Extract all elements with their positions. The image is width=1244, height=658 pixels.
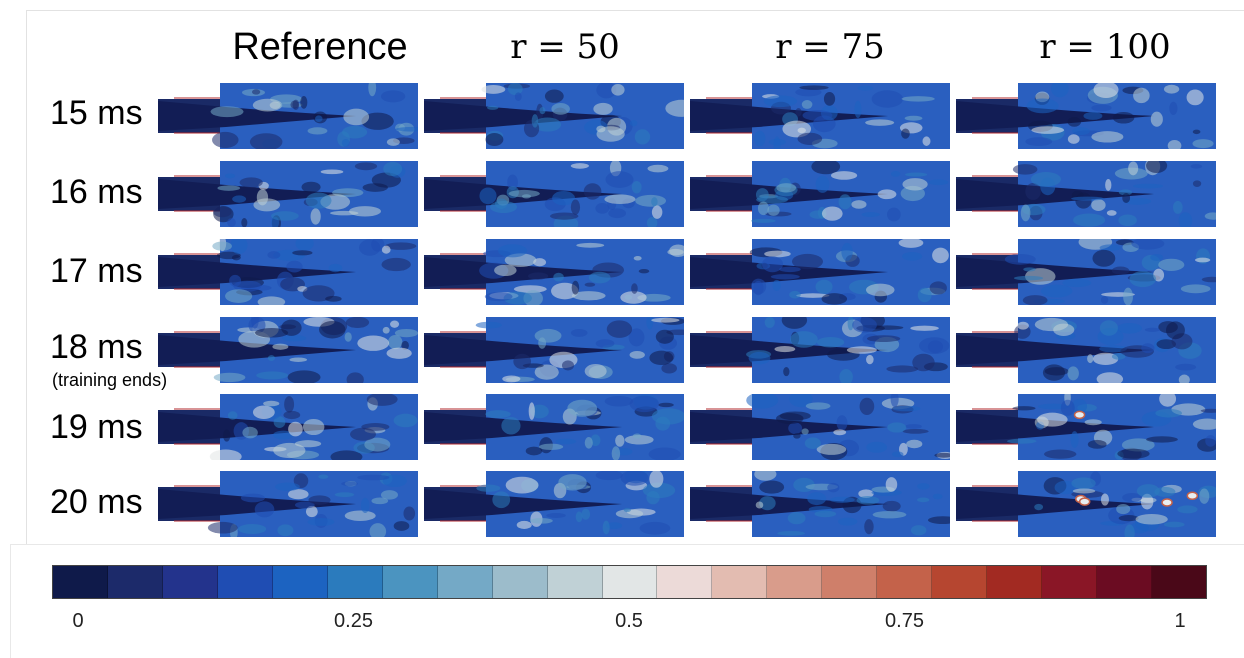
flow-field-panel (688, 471, 950, 537)
flow-field-panel (954, 239, 1216, 305)
flow-field-panel (688, 394, 950, 460)
colorbar-segment (547, 566, 603, 598)
colorbar-segment (932, 566, 988, 598)
flow-field-panel (954, 394, 1216, 460)
figure-frame (26, 10, 1244, 544)
colorbar-tick-label: 0.25 (334, 610, 373, 632)
flow-field-panel (954, 161, 1216, 227)
row-sublabel-training-ends: (training ends) (52, 370, 168, 390)
colorbar-segment (107, 566, 163, 598)
row-label-16ms: 16 ms (50, 173, 143, 211)
flow-field-panel (156, 161, 418, 227)
column-header-reference: Reference (232, 26, 408, 68)
column-header-r75: r = 75 (775, 27, 885, 67)
colorbar-segment (987, 566, 1043, 598)
flow-field-panel (422, 161, 684, 227)
column-header-r50: r = 50 (510, 27, 620, 67)
colorbar-tick-label: 1 (1174, 610, 1186, 632)
colorbar-segment (492, 566, 548, 598)
colorbar-segment (1097, 566, 1153, 598)
flow-field-panel (954, 317, 1216, 383)
colorbar-segment (162, 566, 218, 598)
colorbar-tick-label: 0 (72, 610, 84, 632)
flow-field-panel (422, 317, 684, 383)
flow-field-panel (688, 83, 950, 149)
flow-field-panel (688, 161, 950, 227)
colorbar-segment (657, 566, 713, 598)
colorbar-segment (437, 566, 493, 598)
flow-field-panel (422, 471, 684, 537)
colorbar-segment (1042, 566, 1098, 598)
colorbar-segment (767, 566, 823, 598)
colorbar-tick-label: 0.5 (615, 610, 643, 632)
row-label-20ms: 20 ms (50, 483, 143, 521)
colorbar-segment (822, 566, 878, 598)
colorbar-frame (10, 544, 1244, 658)
flow-field-panel (156, 83, 418, 149)
colorbar-segment (1152, 566, 1207, 598)
flow-field-panel (156, 471, 418, 537)
colorbar-segment (53, 566, 108, 598)
colorbar-segment (272, 566, 328, 598)
flow-field-panel (422, 394, 684, 460)
flow-field-panel (156, 317, 418, 383)
flow-field-panel (422, 239, 684, 305)
flow-field-panel (954, 83, 1216, 149)
colorbar-tick-label: 0.75 (885, 610, 924, 632)
flow-field-panel (156, 394, 418, 460)
flow-field-panel (954, 471, 1216, 537)
colorbar (52, 565, 1207, 599)
flow-field-panel (688, 239, 950, 305)
flow-field-panel (156, 239, 418, 305)
row-label-15ms: 15 ms (50, 94, 143, 132)
colorbar-segment (877, 566, 933, 598)
colorbar-segment (327, 566, 383, 598)
row-label-17ms: 17 ms (50, 252, 143, 290)
colorbar-segment (217, 566, 273, 598)
column-header-r100: r = 100 (1039, 27, 1171, 67)
flow-field-panel (422, 83, 684, 149)
flow-field-panel (688, 317, 950, 383)
colorbar-segment (382, 566, 438, 598)
colorbar-segment (602, 566, 658, 598)
row-label-18ms: 18 ms (50, 328, 143, 366)
row-label-19ms: 19 ms (50, 408, 143, 446)
colorbar-segment (712, 566, 768, 598)
